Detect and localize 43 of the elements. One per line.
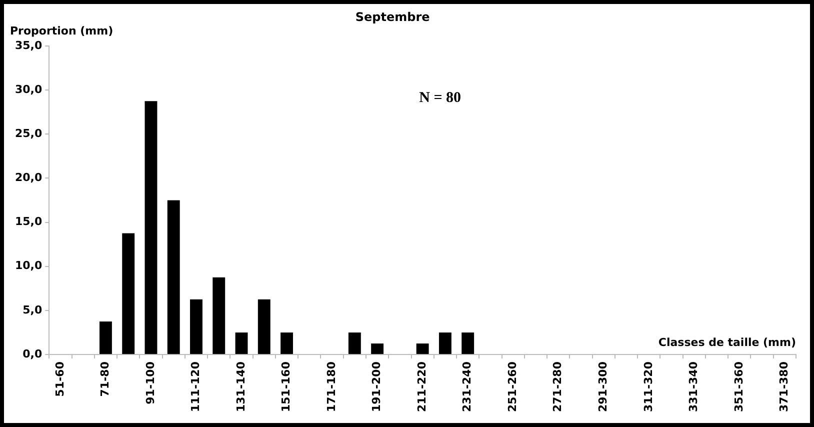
chart-title: Septembre <box>355 10 430 24</box>
x-tick-label: 91-100 <box>144 361 157 404</box>
y-tick-label: 0,0 <box>22 347 42 360</box>
bar <box>280 332 293 354</box>
bar <box>438 332 452 354</box>
bar <box>462 332 474 354</box>
y-tick-label: 35,0 <box>15 38 42 52</box>
bar <box>235 332 248 354</box>
bar <box>99 321 112 354</box>
y-axis-title: Proportion (mm) <box>10 24 114 38</box>
bar <box>190 299 202 354</box>
x-tick-label: 231-240 <box>460 361 474 412</box>
bar <box>167 200 180 354</box>
bar <box>416 343 429 354</box>
bar <box>348 332 361 354</box>
x-tick-label: 111-120 <box>189 361 202 412</box>
x-tick-label: 171-180 <box>324 361 338 412</box>
x-tick-label: 311-320 <box>642 361 655 412</box>
y-tick-label: 30,0 <box>15 82 42 96</box>
x-axis-title: Classes de taille (mm) <box>658 336 796 349</box>
x-tick-label: 251-260 <box>506 361 519 412</box>
x-tick-label: 331-340 <box>687 361 700 412</box>
x-tick-label: 71-80 <box>98 361 112 397</box>
bar <box>258 299 270 354</box>
x-tick-label: 191-200 <box>370 361 384 412</box>
y-tick-label: 10,0 <box>15 259 42 272</box>
y-tick-label: 5,0 <box>22 303 42 316</box>
y-tick-label: 15,0 <box>15 215 42 228</box>
x-tick-label: 211-220 <box>415 361 428 412</box>
y-tick-label: 20,0 <box>15 171 42 184</box>
annotation: N = 80 <box>419 90 462 106</box>
x-tick-label: 131-140 <box>234 361 248 412</box>
x-tick-label: 291-300 <box>596 361 610 412</box>
y-tick-label: 25,0 <box>15 127 42 140</box>
x-tick-label: 351-360 <box>732 361 746 412</box>
bar <box>144 101 158 354</box>
bar <box>122 233 135 354</box>
bar <box>212 277 226 354</box>
x-tick-label: 151-160 <box>280 361 293 412</box>
x-tick-label: 271-280 <box>551 361 564 412</box>
x-tick-label: 371-380 <box>778 361 791 412</box>
x-tick-label: 51-60 <box>53 361 66 397</box>
bar <box>371 343 384 354</box>
